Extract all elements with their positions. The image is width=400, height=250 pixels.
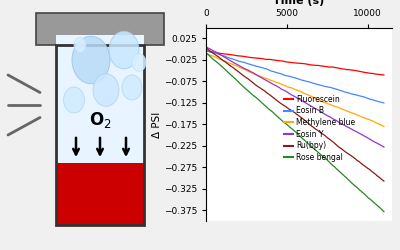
Line: Rose bengal: Rose bengal [206, 52, 384, 212]
Fluorescein [249, 56, 254, 59]
X-axis label: Time (s): Time (s) [273, 0, 325, 6]
Eosin Y [382, 146, 386, 148]
Methylene blue [382, 125, 386, 128]
Bar [36, 12, 164, 45]
Methylene blue [204, 52, 208, 55]
Text: O$_2$: O$_2$ [89, 110, 111, 130]
Line: Eosin B: Eosin B [206, 51, 384, 103]
Eosin Y [308, 104, 313, 108]
Methylene blue [338, 107, 342, 110]
Methylene blue [308, 95, 313, 98]
Bar [56, 162, 144, 225]
Fluorescein [382, 74, 386, 76]
Fluorescein [284, 60, 289, 64]
Circle shape [74, 38, 86, 52]
Ru(bpy) [322, 134, 327, 137]
Legend: Fluorescein, Eosin B, Methylene blue, Eosin Y, Ru(bpy), Rose bengal: Fluorescein, Eosin B, Methylene blue, Eo… [280, 92, 358, 165]
Rose bengal [204, 51, 208, 54]
Ru(bpy) [308, 124, 313, 127]
Methylene blue [322, 101, 327, 104]
Ru(bpy) [204, 46, 208, 50]
Eosin Y [284, 90, 289, 93]
Eosin Y [235, 63, 240, 66]
Rose bengal [338, 170, 342, 173]
Rose bengal [382, 210, 386, 213]
Line: Ru(bpy): Ru(bpy) [206, 48, 384, 181]
Eosin B [338, 89, 342, 92]
Rose bengal [284, 123, 289, 126]
Ru(bpy) [338, 146, 342, 150]
Circle shape [72, 36, 110, 84]
Methylene blue [284, 85, 289, 88]
Bar [56, 45, 144, 225]
Fluorescein [338, 67, 342, 70]
Fluorescein [204, 50, 208, 52]
Rose bengal [249, 93, 254, 96]
Eosin B [382, 102, 386, 104]
Circle shape [109, 31, 139, 69]
Methylene blue [249, 72, 254, 74]
Eosin Y [338, 121, 342, 124]
Eosin B [308, 81, 313, 84]
Ru(bpy) [235, 70, 240, 72]
Eosin Y [204, 45, 208, 48]
Line: Fluorescein: Fluorescein [206, 51, 384, 75]
Fluorescein [322, 65, 327, 68]
Rose bengal [308, 144, 313, 148]
Line: Methylene blue: Methylene blue [206, 54, 384, 127]
Rose bengal [322, 156, 327, 160]
Circle shape [93, 74, 119, 106]
Ru(bpy) [284, 106, 289, 109]
Eosin Y [322, 112, 327, 116]
Eosin B [322, 85, 327, 88]
Circle shape [122, 75, 142, 100]
Eosin B [284, 74, 289, 77]
Fluorescein [235, 54, 240, 57]
Ru(bpy) [382, 180, 386, 182]
Ru(bpy) [249, 80, 254, 83]
Eosin Y [249, 70, 254, 74]
Eosin B [249, 64, 254, 66]
Eosin B [235, 59, 240, 62]
Rose bengal [235, 80, 240, 82]
Fluorescein [308, 63, 313, 66]
Line: Eosin Y: Eosin Y [206, 47, 384, 147]
Circle shape [64, 87, 84, 113]
Circle shape [132, 54, 146, 71]
Bar [56, 35, 144, 165]
Y-axis label: Δ PSI: Δ PSI [152, 111, 162, 138]
Eosin B [204, 49, 208, 52]
Methylene blue [235, 65, 240, 68]
